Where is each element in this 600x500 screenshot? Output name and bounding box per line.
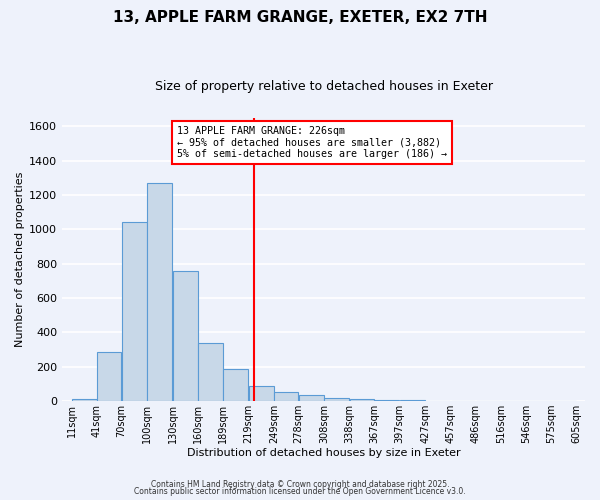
Bar [72,400,97,401]
Bar [97,352,121,401]
Bar [350,400,374,401]
Text: Contains HM Land Registry data © Crown copyright and database right 2025.: Contains HM Land Registry data © Crown c… [151,480,449,489]
Bar [274,392,298,401]
Bar [299,395,324,401]
Bar [400,400,425,401]
Text: 13, APPLE FARM GRANGE, EXETER, EX2 7TH: 13, APPLE FARM GRANGE, EXETER, EX2 7TH [113,10,487,25]
Bar [148,183,172,401]
X-axis label: Distribution of detached houses by size in Exeter: Distribution of detached houses by size … [187,448,460,458]
Bar [374,400,400,401]
Bar [223,370,248,401]
Title: Size of property relative to detached houses in Exeter: Size of property relative to detached ho… [155,80,493,93]
Bar [173,270,198,401]
Bar [199,342,223,401]
Bar [122,222,147,401]
Y-axis label: Number of detached properties: Number of detached properties [15,172,25,347]
Bar [248,386,274,401]
Text: Contains public sector information licensed under the Open Government Licence v3: Contains public sector information licen… [134,488,466,496]
Bar [324,398,349,401]
Text: 13 APPLE FARM GRANGE: 226sqm
← 95% of detached houses are smaller (3,882)
5% of : 13 APPLE FARM GRANGE: 226sqm ← 95% of de… [177,126,447,160]
